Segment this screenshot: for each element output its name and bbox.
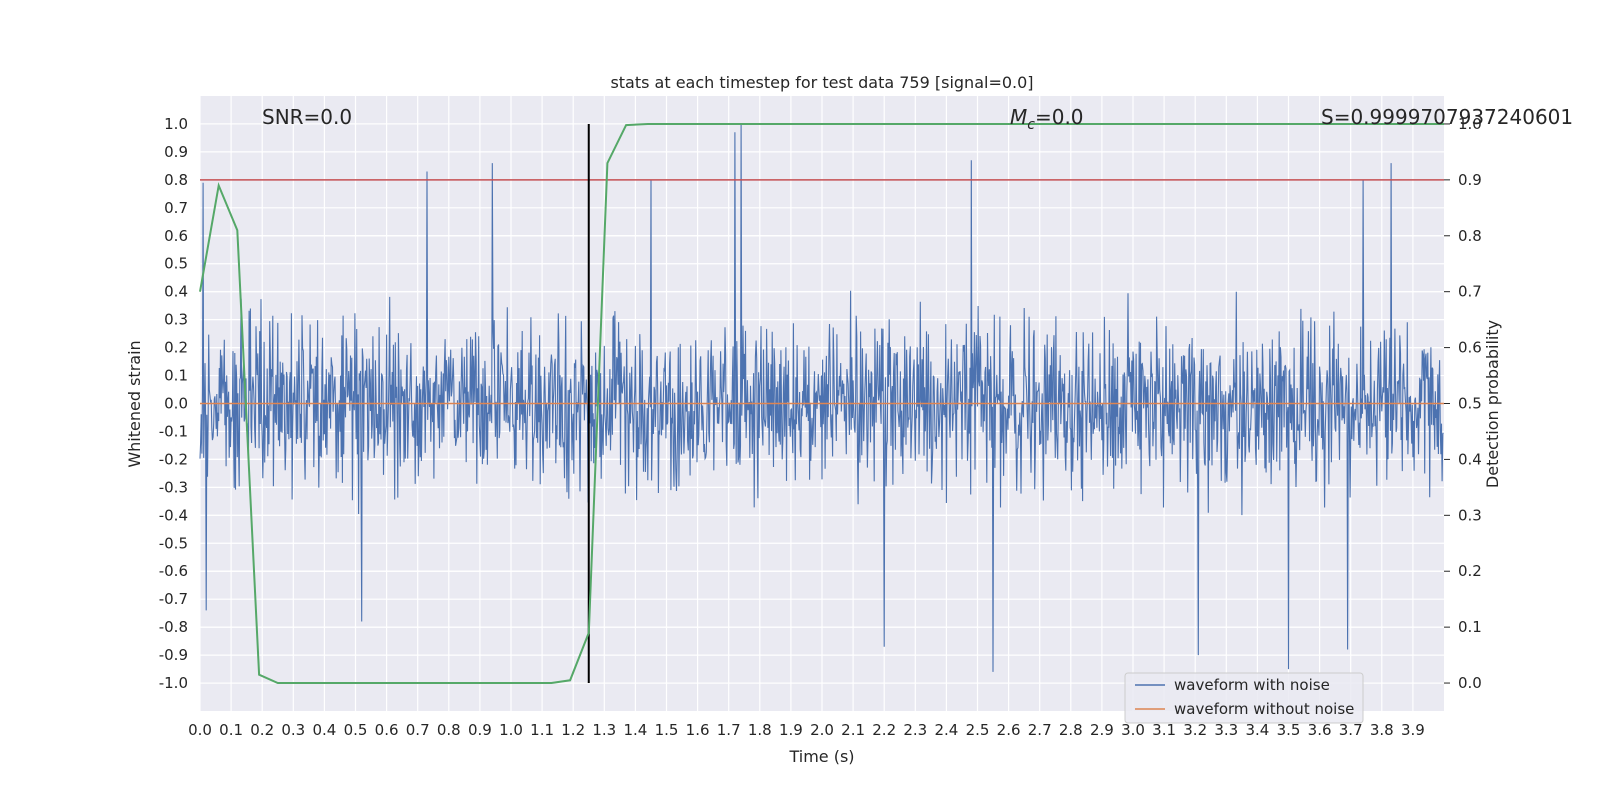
x-tick-label: 1.0 xyxy=(499,721,523,739)
x-tick-label: 0.9 xyxy=(468,721,492,739)
x-tick-label: 3.6 xyxy=(1308,721,1332,739)
y-tick-label: 0.3 xyxy=(164,311,188,329)
x-tick-label: 0.0 xyxy=(188,721,212,739)
x-axis-ticks: 0.0 0.1 0.2 0.3 0.4 0.5 0.6 0.7 0.8 0.9 1.0 1.1 1.2 1… xyxy=(188,721,1425,739)
y-axis-label: Whitened strain xyxy=(125,340,144,467)
x-tick-label: 1.1 xyxy=(530,721,554,739)
y2-axis-label: Detection probability xyxy=(1483,320,1502,488)
y-tick-label: -0.1 xyxy=(159,422,188,440)
chirp-mass-symbol: M xyxy=(1010,105,1027,129)
y-tick-label: 0.7 xyxy=(164,199,188,217)
y-tick-label: -1.0 xyxy=(159,674,188,692)
overlay-lines xyxy=(199,123,1444,684)
y2-tick-label: 0.9 xyxy=(1458,171,1482,189)
y-tick-label: -0.3 xyxy=(159,478,188,496)
y-tick-label: -0.7 xyxy=(159,590,188,608)
chirp-mass-annotation: Mc=0.0 xyxy=(1010,105,1084,133)
series-detection-probability xyxy=(199,123,1444,684)
x-tick-label: 2.9 xyxy=(1090,721,1114,739)
y2-tick-label: 0.2 xyxy=(1458,562,1482,580)
x-tick-label: 1.5 xyxy=(655,721,679,739)
y2-tick-label: 0.1 xyxy=(1458,618,1482,636)
x-tick-label: 2.8 xyxy=(1059,721,1083,739)
y-tick-label: 0.1 xyxy=(164,367,188,385)
x-tick-label: 3.7 xyxy=(1339,721,1363,739)
x-tick-label: 2.1 xyxy=(841,721,865,739)
chart-title: stats at each timestep for test data 759… xyxy=(610,73,1033,92)
x-tick-label: 1.7 xyxy=(717,721,741,739)
y-tick-label: -0.4 xyxy=(159,506,188,524)
y-tick-label: 0.8 xyxy=(164,171,188,189)
y-tick-label: -0.8 xyxy=(159,618,188,636)
legend: waveform with noise waveform without noi… xyxy=(1124,672,1364,724)
chirp-mass-value: =0.0 xyxy=(1035,105,1084,129)
y2-tick-label: 0.0 xyxy=(1458,674,1482,692)
y2-tick-label: 1.0 xyxy=(1458,115,1482,133)
x-tick-label: 3.9 xyxy=(1401,721,1425,739)
x-tick-label: 2.4 xyxy=(934,721,958,739)
x-tick-label: 0.2 xyxy=(250,721,274,739)
x-tick-label: 2.5 xyxy=(966,721,990,739)
x-tick-label: 2.7 xyxy=(1028,721,1052,739)
y-tick-label: 0.0 xyxy=(164,395,188,413)
y2-tick-label: 0.3 xyxy=(1458,506,1482,524)
x-tick-label: 3.0 xyxy=(1121,721,1145,739)
x-tick-label: 1.2 xyxy=(561,721,585,739)
y-tick-label: -0.6 xyxy=(159,562,188,580)
y-tick-label: -0.2 xyxy=(159,450,188,468)
x-tick-label: 0.1 xyxy=(219,721,243,739)
y-tick-label: 1.0 xyxy=(164,115,188,133)
x-tick-label: 0.6 xyxy=(375,721,399,739)
x-tick-label: 2.6 xyxy=(997,721,1021,739)
y2-tick-label: 0.6 xyxy=(1458,339,1482,357)
s-annotation: S=0.9999707937240601 xyxy=(1321,105,1573,129)
x-tick-label: 0.7 xyxy=(406,721,430,739)
y-tick-label: 0.5 xyxy=(164,255,188,273)
x-tick-label: 0.5 xyxy=(344,721,368,739)
x-tick-label: 2.0 xyxy=(810,721,834,739)
legend-label-without-noise: waveform without noise xyxy=(1174,700,1354,718)
x-axis-label: Time (s) xyxy=(788,747,854,766)
y-tick-label: 0.2 xyxy=(164,339,188,357)
x-tick-label: 0.8 xyxy=(437,721,461,739)
x-tick-label: 1.3 xyxy=(592,721,616,739)
series-waveform-with-noise xyxy=(199,123,1444,672)
y-tick-label: -0.5 xyxy=(159,534,188,552)
x-tick-label: 3.8 xyxy=(1370,721,1394,739)
legend-label-with-noise: waveform with noise xyxy=(1174,676,1330,694)
y-tick-label: -0.9 xyxy=(159,646,188,664)
y2-tick-label: 0.7 xyxy=(1458,283,1482,301)
chirp-mass-subscript: c xyxy=(1027,117,1035,133)
noisy-waveform-series xyxy=(199,123,1444,672)
x-tick-label: 3.1 xyxy=(1152,721,1176,739)
snr-annotation: SNR=0.0 xyxy=(262,105,352,129)
x-tick-label: 3.4 xyxy=(1245,721,1269,739)
y-axis-ticks: -1.0 -0.9 -0.8 -0.7 -0.6 -0.5 -0.4 -0.3 -0.2 -0.1… xyxy=(159,115,188,692)
x-tick-label: 3.5 xyxy=(1277,721,1301,739)
y-tick-label: 0.4 xyxy=(164,283,188,301)
x-tick-label: 1.9 xyxy=(779,721,803,739)
x-tick-label: 2.3 xyxy=(903,721,927,739)
y2-tick-label: 0.4 xyxy=(1458,450,1482,468)
y2-tick-label: 0.5 xyxy=(1458,395,1482,413)
x-tick-label: 0.3 xyxy=(281,721,305,739)
x-tick-label: 2.2 xyxy=(872,721,896,739)
y2-tick-label: 0.8 xyxy=(1458,227,1482,245)
y-tick-label: 0.6 xyxy=(164,227,188,245)
x-tick-label: 3.3 xyxy=(1214,721,1238,739)
x-tick-label: 3.2 xyxy=(1183,721,1207,739)
y2-axis-ticks: 0.0 0.1 0.2 0.3 0.4 0.5 0.6 0.7 0.8 0.9 1.0 xyxy=(1444,115,1482,692)
x-tick-label: 1.4 xyxy=(623,721,647,739)
y-tick-label: 0.9 xyxy=(164,143,188,161)
x-tick-label: 0.4 xyxy=(312,721,336,739)
legend-box xyxy=(1124,672,1364,724)
x-tick-label: 1.6 xyxy=(686,721,710,739)
x-tick-label: 1.8 xyxy=(748,721,772,739)
